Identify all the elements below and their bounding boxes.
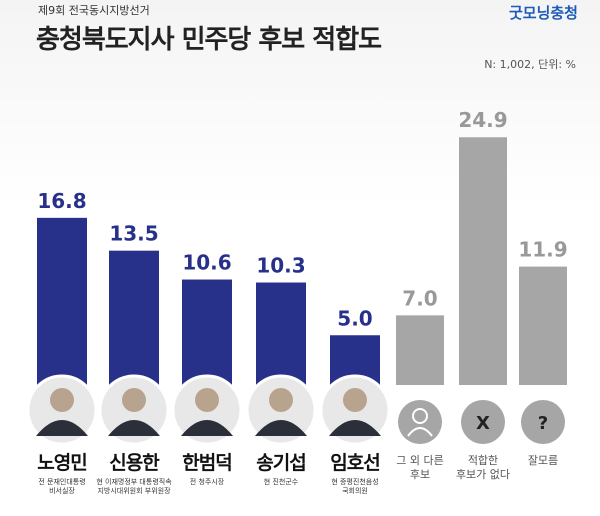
bar bbox=[182, 279, 232, 385]
bar bbox=[109, 250, 159, 385]
value-label: 10.6 bbox=[182, 251, 231, 275]
candidate-description: 전 문재인대통령 비서실장 bbox=[38, 478, 86, 495]
value-label: 7.0 bbox=[402, 286, 437, 310]
category-label: 적합한 후보가 없다 bbox=[455, 454, 511, 481]
icon bbox=[461, 400, 505, 444]
icon-body bbox=[407, 427, 433, 437]
candidate-name: 한범덕 bbox=[182, 452, 232, 474]
photo-body bbox=[255, 420, 307, 436]
photo-head bbox=[195, 388, 219, 412]
note: N: 1,002, 단위: % bbox=[484, 58, 576, 71]
value-label: 24.9 bbox=[458, 108, 507, 132]
candidate-name: 임호선 bbox=[330, 452, 380, 474]
bar bbox=[256, 282, 306, 385]
candidate-name: 송기섭 bbox=[256, 452, 306, 474]
icon bbox=[521, 400, 565, 444]
bar bbox=[37, 217, 87, 385]
chart-title: 충청북도지사 민주당 후보 적합도 bbox=[36, 25, 382, 55]
candidate-name: 노영민 bbox=[37, 452, 87, 474]
photo-body bbox=[36, 420, 88, 436]
category-label: 그 외 다른 후보 bbox=[396, 454, 444, 481]
photo-head bbox=[50, 388, 74, 412]
value-label: 13.5 bbox=[109, 222, 158, 246]
category-label: 잘모름 bbox=[527, 454, 559, 467]
photo-head bbox=[122, 388, 146, 412]
photo-body bbox=[329, 420, 381, 436]
candidate-description: 현 증평진천음성 국회의원 bbox=[331, 478, 379, 495]
value-label: 10.3 bbox=[256, 254, 305, 278]
photo-head bbox=[269, 388, 293, 412]
bar bbox=[519, 266, 567, 385]
bar bbox=[459, 137, 507, 385]
icon-symbol: ? bbox=[538, 413, 548, 434]
bar bbox=[396, 315, 444, 385]
candidate-name: 신용한 bbox=[109, 452, 159, 474]
candidate-description: 전 청주시장 bbox=[189, 478, 225, 486]
photo-body bbox=[181, 420, 233, 436]
icon-head bbox=[412, 408, 428, 424]
pretitle: 제9회 전국동시지방선거 bbox=[38, 4, 150, 17]
photo-head bbox=[343, 388, 367, 412]
value-label: 5.0 bbox=[337, 306, 372, 330]
icon-symbol: X bbox=[476, 413, 490, 434]
brand: 굿모닝충청 bbox=[508, 4, 578, 22]
candidate-description: 현 이재명정부 대통령직속 지방시대위원회 부위원장 bbox=[96, 478, 172, 495]
value-label: 11.9 bbox=[518, 238, 567, 262]
candidate-description: 현 진천군수 bbox=[263, 478, 299, 486]
value-label: 16.8 bbox=[37, 189, 86, 213]
photo-body bbox=[108, 420, 160, 436]
